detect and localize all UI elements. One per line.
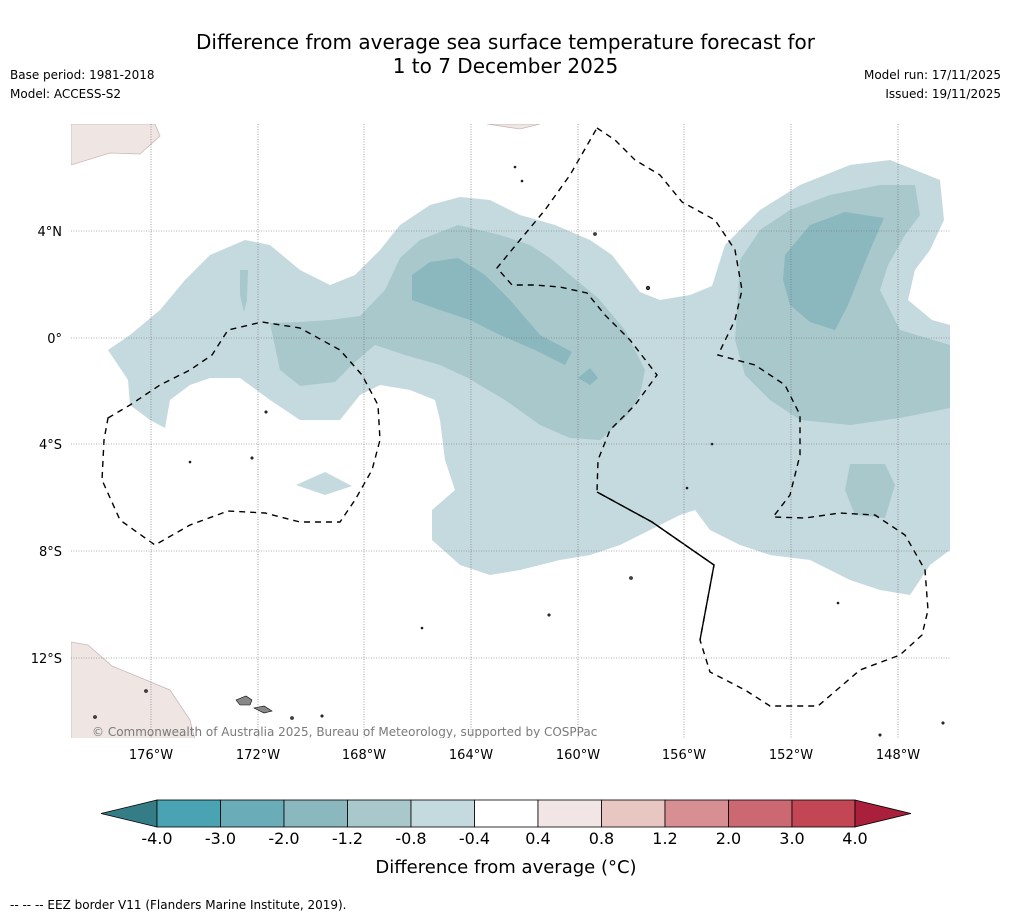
colorbar-tick: 2.0	[716, 829, 741, 848]
colorbar-high-arrow	[854, 799, 912, 828]
title-line-2: 1 to 7 December 2025	[392, 54, 619, 78]
colorbar-tick: -4.0	[141, 829, 172, 848]
islands	[93, 165, 945, 737]
island-dot	[144, 689, 148, 693]
colorbar-tick: -1.2	[332, 829, 363, 848]
colorbar-tick: 0.8	[589, 829, 614, 848]
lon-label: 172°W	[236, 748, 280, 763]
island-dot	[264, 410, 268, 414]
map-area: © Commonwealth of Australia 2025, Bureau…	[71, 124, 950, 739]
anomaly-region-light-patch	[296, 472, 352, 495]
lon-label: 160°W	[556, 748, 600, 763]
colorbar-segment	[728, 799, 793, 828]
meta-right: Model run: 17/11/2025 Issued: 19/11/2025	[864, 66, 1001, 104]
colorbar-ticks: -4.0 -3.0 -2.0 -1.2 -0.8 -0.4 0.4 0.8 1.…	[141, 829, 867, 848]
colorbar-tick: 0.4	[525, 829, 550, 848]
colorbar-segment	[347, 799, 412, 828]
colorbar-tick: 1.2	[652, 829, 677, 848]
land-patch-top	[486, 124, 541, 130]
island-dot	[290, 716, 294, 720]
lat-label: 4°N	[38, 225, 63, 240]
boundary-solid	[596, 491, 715, 641]
island-dot	[836, 601, 840, 605]
island-dot	[645, 285, 651, 291]
eez-borders	[101, 127, 929, 707]
colorbar-segment	[410, 799, 475, 828]
eez-border-central	[496, 127, 929, 707]
land-patch-top-left	[71, 124, 161, 166]
lat-label: 12°S	[31, 652, 62, 667]
lat-label: 0°	[47, 332, 62, 347]
colorbar-tick: -0.4	[459, 829, 490, 848]
colorbar-segment	[601, 799, 666, 828]
colorbar-segment	[220, 799, 285, 828]
colorbar-low-arrow	[100, 799, 158, 828]
copyright-text: © Commonwealth of Australia 2025, Bureau…	[92, 725, 597, 739]
colorbar-tick: 3.0	[779, 829, 804, 848]
colorbar: -4.0 -3.0 -2.0 -1.2 -0.8 -0.4 0.4 0.8 1.…	[100, 799, 912, 878]
graticule	[71, 124, 950, 738]
lon-label: 148°W	[876, 748, 920, 763]
anomaly-region-medium-west	[270, 225, 645, 440]
anomaly-region-dark-east	[783, 212, 884, 330]
title-line-1: Difference from average sea surface temp…	[195, 30, 815, 54]
colorbar-tick: -2.0	[268, 829, 299, 848]
island-dot	[420, 626, 424, 630]
colorbar-tick: -0.8	[395, 829, 426, 848]
colorbar-segment	[791, 799, 856, 828]
island-dot	[513, 165, 517, 169]
lon-label: 156°W	[662, 748, 706, 763]
island-dot	[685, 486, 689, 490]
lon-labels: 176°W 172°W 168°W 164°W 160°W 156°W 152°…	[129, 748, 920, 763]
colorbar-segment	[474, 799, 539, 828]
meta-left: Base period: 1981-2018 Model: ACCESS-S2	[10, 66, 155, 104]
island-dot	[878, 733, 882, 737]
island-dot	[593, 232, 597, 236]
island-samoa-1	[235, 695, 253, 706]
colorbar-segment	[283, 799, 348, 828]
colorbar-segment	[537, 799, 602, 828]
anomaly-region-medium-sliver	[240, 270, 248, 312]
colorbar-tick: 4.0	[842, 829, 867, 848]
colorbar-tick: -3.0	[205, 829, 236, 848]
lat-label: 8°S	[39, 545, 62, 560]
land-patch-bottom-left	[71, 641, 195, 738]
eez-note: -- -- -- EEZ border V11 (Flanders Marine…	[10, 898, 347, 912]
lon-label: 152°W	[769, 748, 813, 763]
lat-labels: 4°N 0° 4°S 8°S 12°S	[31, 225, 62, 667]
colorbar-segment	[156, 799, 221, 828]
eez-border-west	[101, 321, 381, 546]
issued-date: Issued: 19/11/2025	[885, 87, 1001, 101]
colorbar-label: Difference from average (°C)	[375, 857, 636, 878]
island-dot	[629, 576, 633, 580]
lon-label: 164°W	[449, 748, 493, 763]
island-dot	[547, 613, 551, 617]
lon-label: 168°W	[342, 748, 386, 763]
lat-label: 4°S	[39, 438, 62, 453]
island-dot	[93, 715, 97, 719]
base-period: Base period: 1981-2018	[10, 68, 155, 82]
lon-label: 176°W	[129, 748, 173, 763]
chart-title: Difference from average sea surface temp…	[0, 30, 1011, 78]
anomaly-region-medium-patch	[845, 464, 895, 518]
colorbar-segment	[664, 799, 729, 828]
island-samoa-2	[253, 705, 273, 714]
island-dot	[188, 460, 192, 464]
model-name: Model: ACCESS-S2	[10, 87, 122, 101]
island-dot	[941, 721, 945, 725]
island-dot	[320, 714, 324, 718]
model-run: Model run: 17/11/2025	[863, 68, 1001, 82]
island-dot	[520, 179, 524, 183]
island-dot	[250, 456, 254, 460]
anomaly-region-dark-small	[578, 368, 598, 385]
